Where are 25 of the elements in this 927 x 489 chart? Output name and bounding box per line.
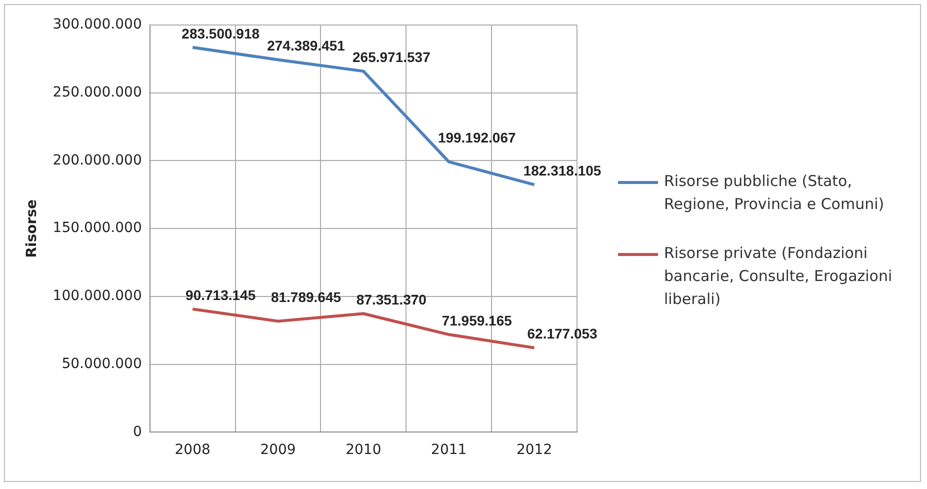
data-label: 87.351.370: [356, 291, 427, 308]
legend-label: Risorse private (Fondazioni bancarie, Consulte, Erogazioni liberali): [664, 243, 894, 310]
y-tick-label: 0: [132, 424, 142, 440]
legend-label: Risorse pubbliche (Stato, Regione, Provincia e Comuni): [664, 171, 886, 215]
x-tick-label: 2010: [346, 442, 382, 458]
data-label: 71.959.165: [442, 312, 512, 328]
x-tick-label: 2009: [260, 442, 296, 458]
data-label: 274.389.451: [267, 38, 346, 54]
y-tick-label: 150.000.000: [52, 220, 142, 236]
data-label: 62.177.053: [527, 326, 598, 342]
data-label: 81.789.645: [270, 289, 342, 306]
data-label: 283.500.918: [182, 25, 260, 42]
data-label: 265.971.537: [352, 49, 431, 66]
x-tick-label: 2008: [174, 442, 210, 458]
data-label: 182.318.105: [523, 162, 602, 179]
y-axis-title: Risorse: [24, 199, 40, 258]
data-label: 90.713.145: [186, 286, 256, 303]
y-tick-label: 50.000.000: [62, 356, 142, 372]
x-tick-label: 2012: [516, 442, 552, 458]
y-tick-label: 100.000.000: [52, 288, 142, 304]
y-tick-label: 200.000.000: [52, 152, 142, 168]
x-tick-label: 2011: [431, 442, 467, 458]
y-tick-label: 250.000.000: [52, 84, 142, 101]
y-tick-label: 300.000.000: [52, 16, 142, 33]
data-label: 199.192.067: [438, 130, 516, 146]
